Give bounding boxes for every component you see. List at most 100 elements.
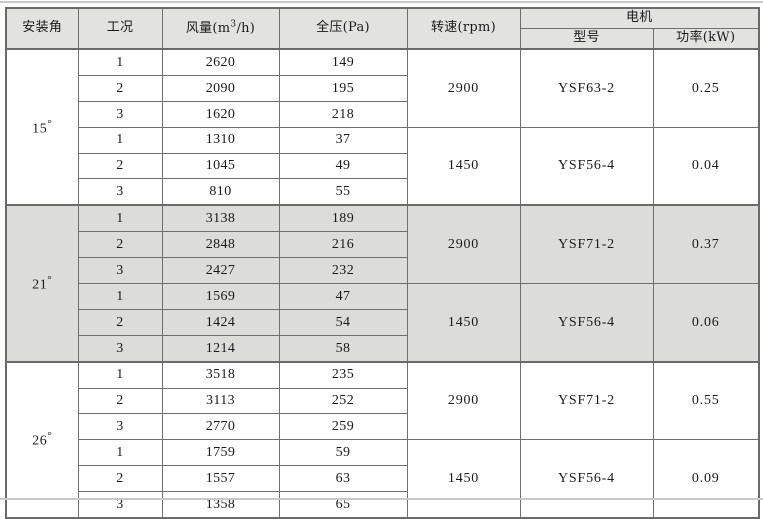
cell-air-volume: 2427	[161, 257, 280, 285]
cell-speed: 2900	[406, 204, 521, 285]
table-row: 2 2848 216	[6, 231, 759, 259]
cell-install-angle: 15°	[5, 47, 79, 206]
cell-air-volume: 2090	[161, 74, 280, 102]
cell-air-volume: 3138	[161, 204, 280, 233]
cell-install-angle: 21°	[5, 204, 79, 363]
table-row: 21° 1 3138 189 2900 YSF71-2 0.37	[5, 204, 760, 363]
cell-total-pressure: 59	[278, 439, 408, 467]
cell-condition: 3	[77, 491, 163, 519]
cell-air-volume: 2770	[161, 413, 280, 441]
cell-motor-power: 0.06	[652, 283, 760, 363]
header-motor-model: 型号	[519, 28, 654, 50]
cell-air-volume: 1310	[161, 126, 280, 154]
cell-air-volume: 810	[161, 178, 280, 206]
cell-total-pressure: 63	[278, 465, 408, 493]
cell-condition: 1	[77, 360, 163, 389]
cell-motor-power: 0.09	[652, 439, 760, 519]
cell-total-pressure: 235	[278, 360, 408, 389]
cell-speed: 1450	[406, 126, 521, 206]
cell-condition: 2	[77, 387, 163, 415]
fan-performance-table: 安装角 工况 风量(m3/h) 全压(Pa) 转速(rpm) 电机 型号 功率(…	[5, 7, 761, 519]
table-row: 26° 1 3518 235 2900 YSF71-2 0.55	[5, 360, 760, 519]
cell-total-pressure: 55	[278, 178, 408, 206]
cell-install-angle: 26°	[5, 360, 79, 519]
cell-speed: 1450	[406, 283, 521, 363]
cell-condition: 3	[77, 178, 163, 206]
cell-total-pressure: 216	[278, 231, 408, 259]
cell-air-volume: 1569	[161, 283, 280, 310]
cell-condition: 3	[77, 413, 163, 441]
bottom-divider-rule	[0, 498, 763, 500]
cell-air-volume: 1358	[161, 491, 280, 519]
cell-air-volume: 1557	[161, 465, 280, 493]
cell-total-pressure: 37	[278, 126, 408, 154]
cell-condition: 1	[77, 126, 163, 154]
cell-speed: 2900	[406, 360, 521, 441]
cell-air-volume: 2620	[161, 47, 280, 76]
cell-condition: 2	[77, 308, 163, 336]
cell-total-pressure: 218	[278, 100, 408, 128]
cell-condition: 3	[77, 257, 163, 285]
table-row: 15° 1 2620 149 2900 YSF63-2 0.25	[5, 47, 760, 206]
cell-air-volume: 1620	[161, 100, 280, 128]
header-install-angle: 安装角	[5, 7, 79, 50]
cell-motor-power: 0.37	[652, 204, 760, 285]
cell-total-pressure: 232	[278, 257, 408, 285]
header-air-volume-label: 风量(m3/h)	[185, 19, 256, 37]
cell-condition: 2	[77, 152, 163, 180]
table-row: 3 1214 58	[6, 334, 759, 363]
cell-condition: 3	[77, 100, 163, 128]
cell-speed: 1450	[406, 439, 521, 519]
cell-air-volume: 2848	[161, 231, 280, 259]
header-total-pressure: 全压(Pa)	[278, 7, 408, 50]
header-condition: 工况	[77, 7, 163, 50]
cell-condition: 1	[77, 47, 163, 76]
cell-total-pressure: 65	[278, 491, 408, 519]
table-row: 3 2770 259	[6, 413, 759, 441]
cell-motor-power: 0.04	[652, 126, 760, 206]
table-header: 安装角 工况 风量(m3/h) 全压(Pa) 转速(rpm) 电机 型号 功率(…	[5, 7, 760, 50]
cell-condition: 2	[77, 231, 163, 259]
cell-motor-model: YSF56-4	[519, 126, 654, 206]
cell-motor-model: YSF63-2	[519, 47, 654, 128]
cell-motor-model: YSF71-2	[519, 204, 654, 285]
cell-condition: 3	[77, 334, 163, 363]
cell-motor-power: 0.25	[652, 47, 760, 128]
cell-total-pressure: 259	[278, 413, 408, 441]
cell-condition: 1	[77, 439, 163, 467]
cell-motor-model: YSF56-4	[519, 283, 654, 363]
cell-condition: 2	[77, 74, 163, 102]
table-row: 2 1557 63	[6, 465, 759, 493]
cell-condition: 1	[77, 204, 163, 233]
cell-condition: 2	[77, 465, 163, 493]
header-row-primary: 安装角 工况 风量(m3/h) 全压(Pa) 转速(rpm) 电机	[5, 7, 760, 50]
header-air-volume: 风量(m3/h)	[161, 7, 280, 50]
cell-total-pressure: 58	[278, 334, 408, 363]
header-row-secondary: 型号 功率(kW)	[6, 28, 760, 50]
cell-total-pressure: 149	[278, 47, 408, 76]
cell-air-volume: 1045	[161, 152, 280, 180]
cell-speed: 2900	[406, 47, 521, 128]
cell-total-pressure: 252	[278, 387, 408, 415]
table-row: 1 1759 59 1450 YSF56-4 0.09	[6, 439, 760, 519]
cell-condition: 1	[77, 283, 163, 310]
cell-air-volume: 3113	[161, 387, 280, 415]
cell-motor-model: YSF56-4	[519, 439, 654, 519]
header-motor-power: 功率(kW)	[652, 28, 760, 50]
cell-air-volume: 1424	[161, 308, 280, 336]
header-speed: 转速(rpm)	[406, 7, 521, 50]
header-motor-group: 电机	[519, 7, 760, 29]
cell-total-pressure: 47	[278, 283, 408, 310]
cell-total-pressure: 54	[278, 308, 408, 336]
cell-total-pressure: 189	[278, 204, 408, 233]
table-row: 1 1569 47 1450 YSF56-4 0.06	[6, 283, 760, 363]
table-body: 15° 1 2620 149 2900 YSF63-2 0.25 2 2090 195 3 1620 2…	[5, 47, 760, 519]
top-divider-rule	[0, 1, 763, 3]
table-row: 3 2427 232	[6, 257, 759, 285]
cell-total-pressure: 195	[278, 74, 408, 102]
table-row: 1 1310 37 1450 YSF56-4 0.04	[6, 126, 760, 206]
cell-air-volume: 3518	[161, 360, 280, 389]
cell-motor-power: 0.55	[652, 360, 760, 441]
cell-motor-model: YSF71-2	[519, 360, 654, 441]
